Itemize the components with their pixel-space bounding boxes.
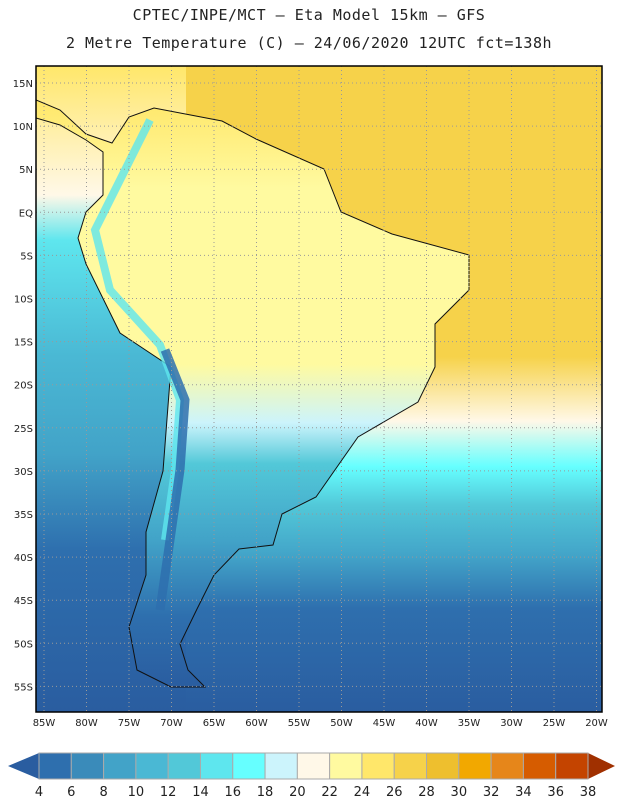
colorbar-swatch [426,752,460,780]
lat-label: 10S [14,295,33,306]
lon-label: 80W [75,718,98,729]
andes-cold-core [155,348,190,611]
lat-label: 25S [14,424,33,435]
colorbar-label: 18 [257,785,274,800]
colorbar-swatch [522,752,557,780]
colorbar-label: 36 [547,785,564,800]
colorbar-label: 24 [354,785,371,800]
lon-label: 35W [458,718,481,729]
colorbar-swatch [264,752,298,780]
lat-label: 30S [14,467,33,478]
lat-label: 10N [13,122,33,133]
lon-label: 65W [203,718,226,729]
lat-label: 35S [14,510,33,521]
colorbar-below-arrow [8,753,39,779]
lon-label: 50W [330,718,353,729]
map-frame [35,65,603,713]
lon-label: 75W [118,718,141,729]
colorbar-label: 4 [35,785,43,800]
colorbar-label: 30 [451,785,468,800]
colorbar-label: 38 [580,785,597,800]
colorbar-label: 10 [128,785,145,800]
lon-label: 20W [585,718,608,729]
colorbar-above-arrow [588,753,615,779]
colorbar-swatch [329,752,363,780]
lon-label: 85W [33,718,56,729]
colorbar-swatch [361,752,395,780]
colorbar-swatch [167,752,201,780]
colorbar-swatch [103,752,137,780]
colorbar-label: 28 [418,785,435,800]
lat-label: 50S [14,639,33,650]
lat-label: 5N [19,165,33,176]
colorbar-label: 14 [192,785,209,800]
colorbar-label: 8 [99,785,107,800]
lat-label: 45S [14,596,33,607]
colorbar-label: 20 [289,785,306,800]
colorbar-label: 22 [321,785,338,800]
colorbar-swatch [38,752,72,780]
colorbar-swatch [199,752,234,780]
title-source: CPTEC/INPE/MCT – Eta Model 15km – GFS [132,6,486,24]
colorbar-label: 16 [224,785,241,800]
colorbar-label: 32 [483,785,500,800]
colorbar-swatch [555,752,589,780]
lat-label: 15S [14,338,33,349]
lon-label: 70W [160,718,183,729]
colorbar-swatch [458,752,492,780]
lat-label: 5S [20,251,33,262]
lat-label: 55S [14,682,33,693]
colorbar: 4 6 8 10 12 14 16 18 20 22 24 26 28 30 32 34 36 38 [8,752,615,800]
lon-label: 60W [245,718,268,729]
lon-label: 55W [288,718,311,729]
lat-label: 15N [13,79,33,90]
colorbar-swatch [70,752,105,780]
colorbar-swatch [393,752,428,780]
colorbar-swatch [232,752,266,780]
lon-label: 40W [415,718,438,729]
andes-cold-strip [90,118,185,541]
colorbar-label: 6 [67,785,75,800]
colorbar-swatch [490,752,524,780]
lat-label: 20S [14,381,33,392]
colorbar-label: 12 [160,785,177,800]
colorbar-swatch [135,752,169,780]
lon-label: 30W [500,718,523,729]
title-variable: 2 Metre Temperature (C) – 24/06/2020 12U… [65,34,553,52]
lat-label: EQ [19,208,33,219]
colorbar-label: 34 [515,785,532,800]
colorbar-swatch [296,752,331,780]
lon-label: 25W [543,718,566,729]
lon-label: 45W [373,718,396,729]
colorbar-label: 26 [386,785,403,800]
lat-label: 40S [14,553,33,564]
